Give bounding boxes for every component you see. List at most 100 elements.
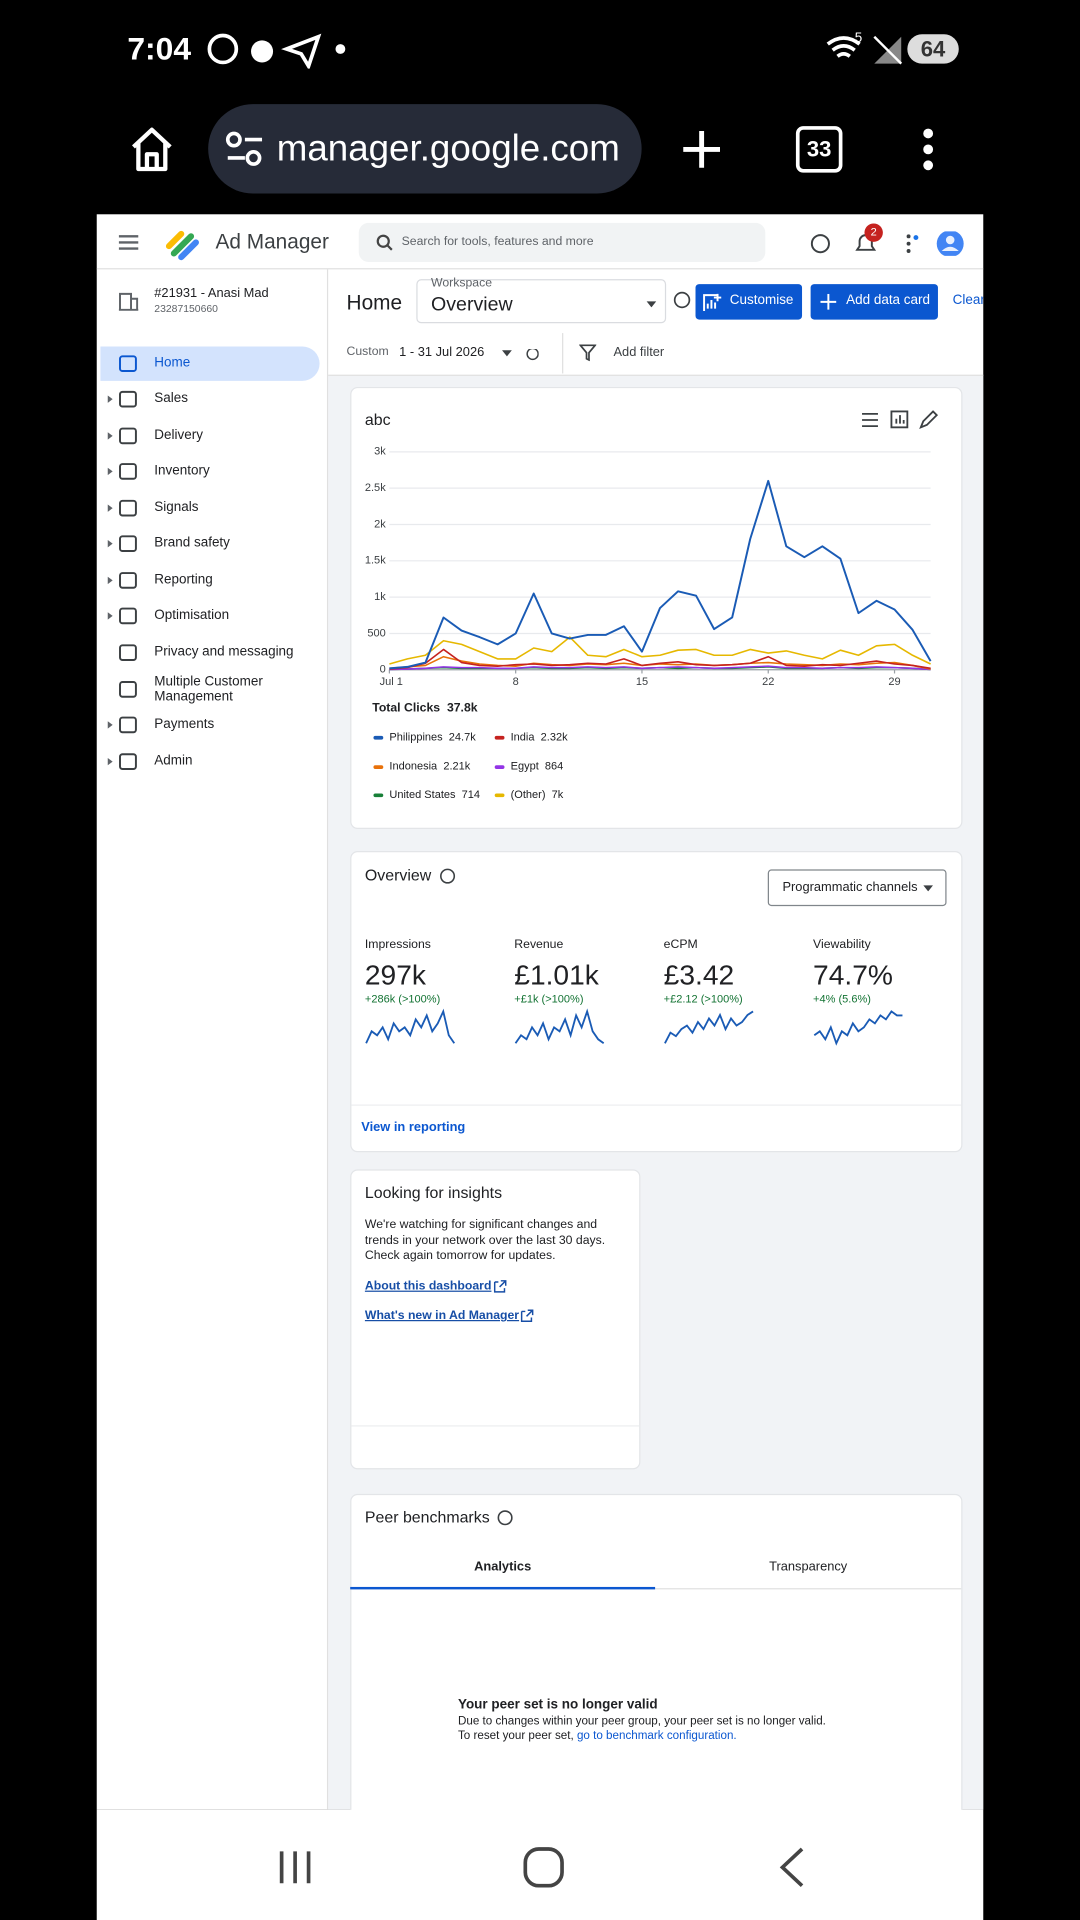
- metric-change: +£2.12 (>100%): [663, 992, 743, 1005]
- expand-arrow: [107, 576, 113, 585]
- clear-button[interactable]: Clear: [952, 293, 984, 308]
- add-filter[interactable]: Add filter: [613, 344, 665, 360]
- home-button[interactable]: [523, 1847, 565, 1889]
- metric-change: +4% (5.6%): [813, 992, 871, 1005]
- chart-card: [350, 386, 963, 829]
- metric-change: +£1k (>100%): [514, 992, 584, 1005]
- nav-item[interactable]: Brand safety: [154, 535, 230, 551]
- back-button[interactable]: [778, 1847, 807, 1889]
- help-icon[interactable]: [440, 868, 456, 884]
- nav-item[interactable]: Inventory: [154, 463, 210, 479]
- icon-shape: [119, 572, 137, 589]
- button-label: Add data card: [846, 293, 931, 308]
- hamburger[interactable]: [118, 234, 139, 251]
- sparkline-line: [813, 1010, 903, 1046]
- reporting-link[interactable]: View in reporting: [361, 1120, 466, 1135]
- overview-card: [350, 851, 963, 1153]
- workspace-label: Workspace: [431, 276, 493, 291]
- channel-select[interactable]: Programmatic channels: [767, 869, 947, 907]
- chart-tools: [862, 410, 939, 429]
- new-tab[interactable]: [681, 129, 723, 171]
- url-bar[interactable]: manager.google.com: [208, 104, 642, 194]
- workspace-select[interactable]: Workspace Overview: [416, 276, 667, 324]
- filter-icon: [579, 344, 597, 362]
- tab-count[interactable]: 33: [795, 126, 843, 173]
- nav-item[interactable]: Home: [154, 355, 191, 371]
- customise-button[interactable]: Customise: [695, 284, 803, 320]
- peer-text: To reset your peer set, go to benchmark …: [458, 1729, 737, 1743]
- nav-item[interactable]: Admin: [154, 753, 193, 769]
- legend-label[interactable]: Indonesia: [389, 759, 438, 773]
- help-icon[interactable]: [673, 291, 691, 309]
- overview-title: Overview: [364, 865, 432, 885]
- legend-swatch: [494, 792, 505, 797]
- y-tick-label: 2.5k: [365, 482, 386, 494]
- peer-text: To reset your peer set,: [457, 1729, 574, 1743]
- insights-link[interactable]: About this dashboard: [364, 1279, 492, 1294]
- insights-link[interactable]: What's new in Ad Manager: [364, 1308, 520, 1323]
- metric-value: £1.01k: [514, 959, 599, 991]
- sparkline: [514, 1008, 605, 1045]
- metric-name: Impressions: [364, 937, 431, 952]
- y-tick-label: 0: [380, 664, 386, 676]
- legend-value: 7k: [551, 788, 564, 801]
- peer-text: Due to changes within your peer group, y…: [457, 1714, 826, 1729]
- legend-label[interactable]: Egypt: [510, 759, 539, 773]
- range-label: Custom: [346, 345, 389, 359]
- legend-value: 2.21k: [443, 759, 471, 773]
- help-icon[interactable]: [497, 1510, 513, 1526]
- insights-text: Check again tomorrow for updates.: [364, 1248, 556, 1263]
- legend-swatch: [494, 764, 505, 769]
- clock: 7:04: [127, 29, 192, 67]
- url: manager.google.com: [276, 128, 620, 169]
- range[interactable]: 1 - 31 Jul 2026: [399, 344, 485, 360]
- nav-item[interactable]: Privacy and messaging: [154, 644, 294, 660]
- total-label: Total Clicks: [372, 701, 441, 716]
- nav-item[interactable]: Sales: [154, 391, 188, 406]
- nav-icon: [107, 499, 137, 517]
- nav-icon: [107, 607, 137, 625]
- legend-label[interactable]: United States: [389, 788, 456, 801]
- nav-item[interactable]: Payments: [154, 716, 215, 732]
- search-box[interactable]: Search for tools, features and more: [358, 222, 766, 263]
- y-tick-label: 1k: [374, 591, 386, 603]
- line-chart: 0 500 1k 1.5k 2k 2.5k 3k Jul 1 8 15 22 29: [365, 446, 932, 688]
- insights-card: [350, 1169, 641, 1470]
- workspace-value: Overview: [431, 294, 513, 316]
- expand-arrow: [107, 721, 113, 729]
- nav-item[interactable]: Optimisation: [154, 607, 230, 623]
- tab[interactable]: Transparency: [769, 1559, 848, 1575]
- top-icons: [810, 231, 964, 256]
- nav-item[interactable]: Reporting: [154, 572, 213, 588]
- account-name: #21931 - Anasi Mad: [154, 286, 269, 301]
- add-card-button[interactable]: Add data card: [810, 284, 938, 320]
- recents-button[interactable]: [278, 1849, 315, 1886]
- series-line: [389, 665, 931, 671]
- icon-shape: [119, 355, 137, 373]
- peer-link[interactable]: go to benchmark configuration.: [576, 1729, 737, 1743]
- nav-item[interactable]: Multiple Customer Management: [154, 674, 263, 705]
- expand-arrow: [107, 432, 113, 440]
- y-tick-label: 500: [367, 627, 385, 639]
- legend-swatch: [373, 792, 384, 797]
- icon-shape: [119, 463, 137, 480]
- legend-label[interactable]: Philippines: [389, 730, 443, 743]
- home-button[interactable]: [130, 125, 174, 174]
- nav-item[interactable]: Signals: [154, 500, 199, 515]
- icon-shape: [119, 427, 137, 445]
- legend-value: 24.7k: [448, 730, 476, 743]
- expand-arrow: [107, 540, 113, 548]
- x-tick-label: 8: [513, 676, 519, 688]
- sparkline: [813, 1010, 903, 1046]
- nav-item[interactable]: Delivery: [154, 427, 203, 443]
- nav-icon: [107, 535, 137, 553]
- tab-active[interactable]: Analytics: [474, 1559, 532, 1575]
- app-name: Ad Manager: [215, 229, 329, 254]
- menu[interactable]: [920, 127, 937, 171]
- legend-label[interactable]: India: [510, 730, 535, 743]
- divider: [351, 1588, 962, 1590]
- signal-icons: [826, 35, 903, 65]
- icon-shape: [119, 607, 137, 625]
- legend-label[interactable]: (Other): [510, 788, 546, 801]
- icon-shape: [119, 390, 137, 408]
